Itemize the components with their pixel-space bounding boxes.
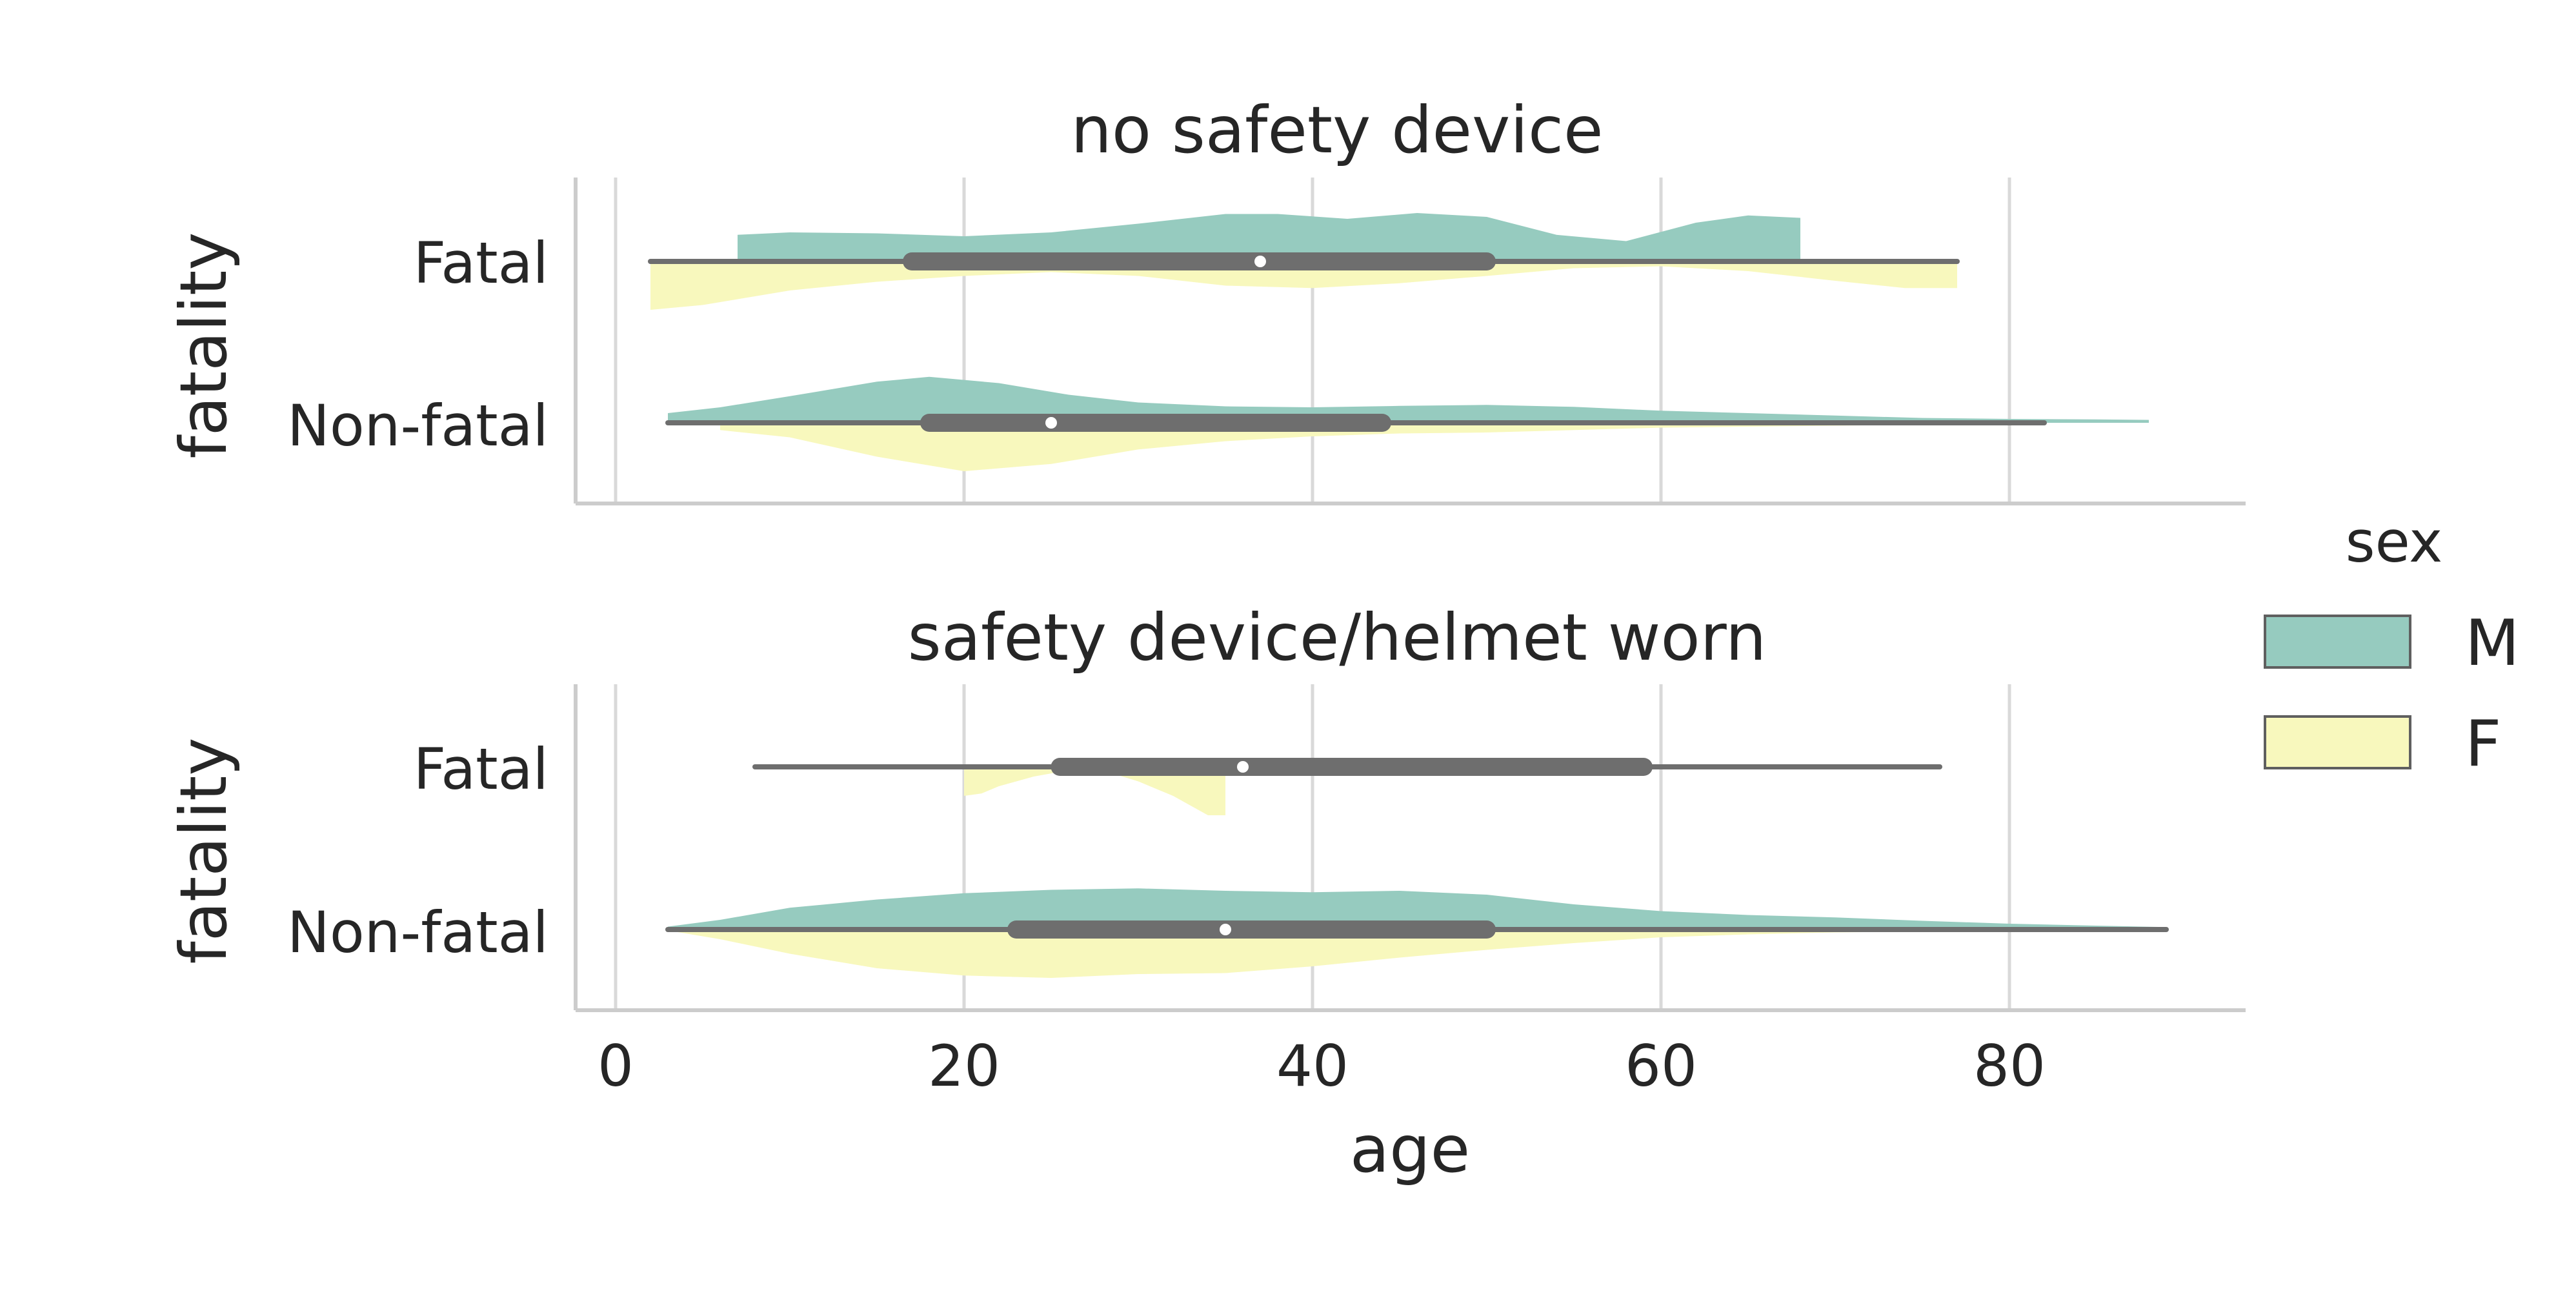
legend-swatch-f bbox=[2264, 715, 2411, 769]
median-point-fatal bbox=[1254, 256, 1266, 267]
panel-1-y-tick-non-fatal: Non-fatal bbox=[287, 392, 548, 459]
panel-no-safety-device: no safety device Fatal Non-fatal fatalit… bbox=[166, 92, 2246, 505]
legend-swatch-m bbox=[2264, 615, 2411, 669]
violin-half-f-fatal bbox=[650, 261, 1957, 310]
panel-safety-device-helmet-worn: safety device/helmet worn Fatal Non-fata… bbox=[166, 600, 2246, 1012]
panel-2-y-axis-label: fatality bbox=[166, 738, 241, 964]
x-tick-label: 80 bbox=[1973, 1033, 2046, 1099]
violin-half-f-non-fatal bbox=[668, 930, 2097, 978]
x-axis-label: age bbox=[1350, 1112, 1470, 1187]
panel-2-title: safety device/helmet worn bbox=[908, 600, 1767, 675]
panel-2-y-tick-fatal: Fatal bbox=[414, 736, 548, 802]
violin-half-f-fatal bbox=[964, 767, 1225, 815]
median-point-fatal bbox=[1237, 761, 1249, 773]
violin-half-m-fatal bbox=[738, 213, 1800, 261]
x-tick-label: 60 bbox=[1625, 1033, 1697, 1099]
legend-label-m: M bbox=[2465, 607, 2520, 680]
x-tick-label: 0 bbox=[598, 1033, 634, 1099]
legend: sex M F bbox=[2264, 509, 2520, 781]
panel-1-title: no safety device bbox=[1071, 92, 1603, 168]
legend-label-f: F bbox=[2465, 707, 2501, 781]
x-tick-label: 40 bbox=[1276, 1033, 1349, 1099]
x-tick-label: 20 bbox=[928, 1033, 1000, 1099]
median-point-non-fatal bbox=[1220, 924, 1231, 935]
panel-2-y-tick-non-fatal: Non-fatal bbox=[287, 899, 548, 966]
legend-title: sex bbox=[2346, 509, 2443, 575]
panel-2-violins bbox=[665, 758, 2169, 978]
x-axis-tick-labels: 0 20 40 60 80 bbox=[598, 1033, 2046, 1099]
panel-1-violins bbox=[648, 213, 2149, 471]
violin-half-m-non-fatal bbox=[668, 376, 2149, 423]
violin-half-m-non-fatal bbox=[668, 888, 2166, 930]
panel-1-y-axis-label: fatality bbox=[166, 232, 241, 459]
panel-1-y-tick-fatal: Fatal bbox=[414, 230, 548, 296]
violin-half-f-non-fatal bbox=[720, 423, 2044, 471]
median-point-non-fatal bbox=[1045, 417, 1057, 429]
